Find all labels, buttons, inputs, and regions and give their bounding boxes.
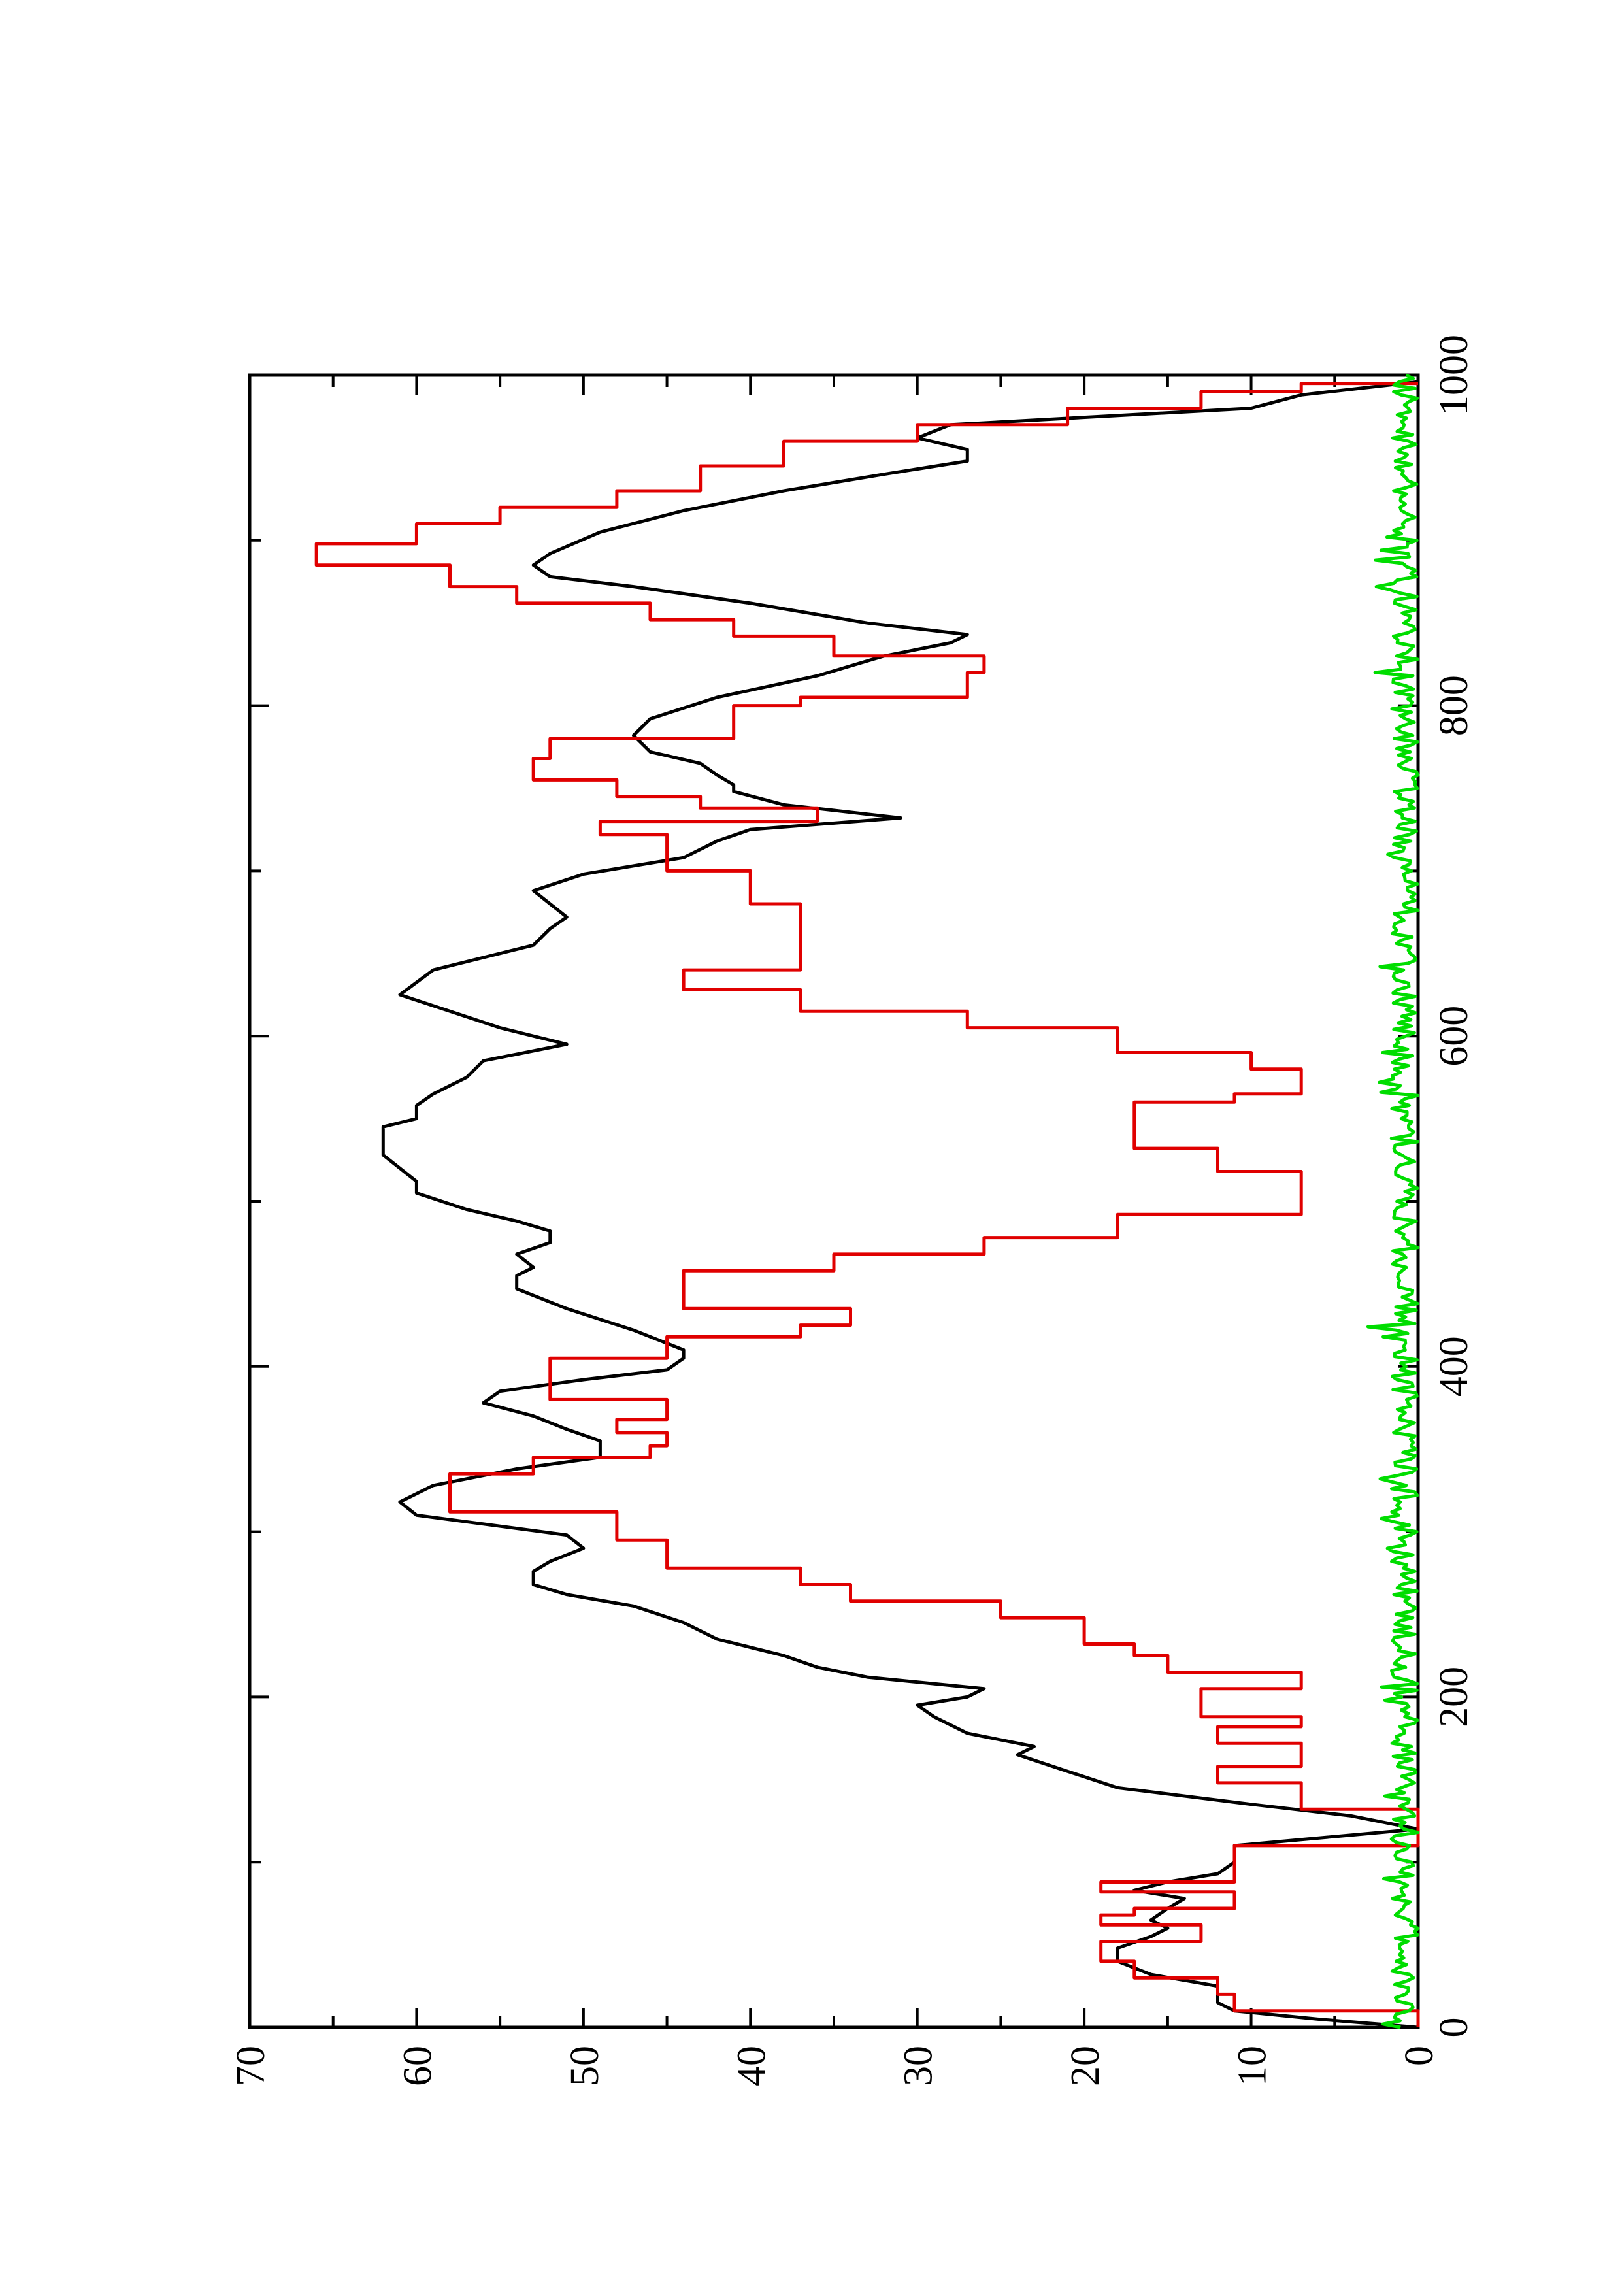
series-layer: [314, 373, 1420, 2029]
x-tick-label: 800: [1432, 675, 1476, 736]
x-tick-label: 200: [1432, 1667, 1476, 1727]
x-tick-label: 1000: [1432, 335, 1476, 416]
y-tick-label: 70: [229, 2046, 273, 2086]
y-tick-label: 60: [395, 2046, 440, 2086]
series-line-2: [1366, 373, 1420, 2029]
series-line-1: [314, 382, 1420, 2027]
y-tick-label: 10: [1231, 2046, 1275, 2086]
y-tick-label: 0: [1397, 2046, 1442, 2066]
x-tick-label: 0: [1432, 2018, 1476, 2038]
plot-frame: [248, 373, 1420, 2029]
ticks-layer: [248, 374, 1419, 2029]
x-tick-label: 400: [1432, 1336, 1476, 1397]
y-tick-label: 40: [729, 2046, 774, 2086]
y-tick-label: 30: [897, 2046, 941, 2086]
series-line-0: [381, 380, 1420, 2029]
y-tick-label: 20: [1063, 2046, 1108, 2086]
x-tick-label: 600: [1432, 1006, 1476, 1067]
tick-labels-layer: 0 200 400 600 800 1000 0 10 20 30 40 50 60 70: [229, 335, 1476, 2086]
y-tick-label: 50: [563, 2046, 607, 2086]
